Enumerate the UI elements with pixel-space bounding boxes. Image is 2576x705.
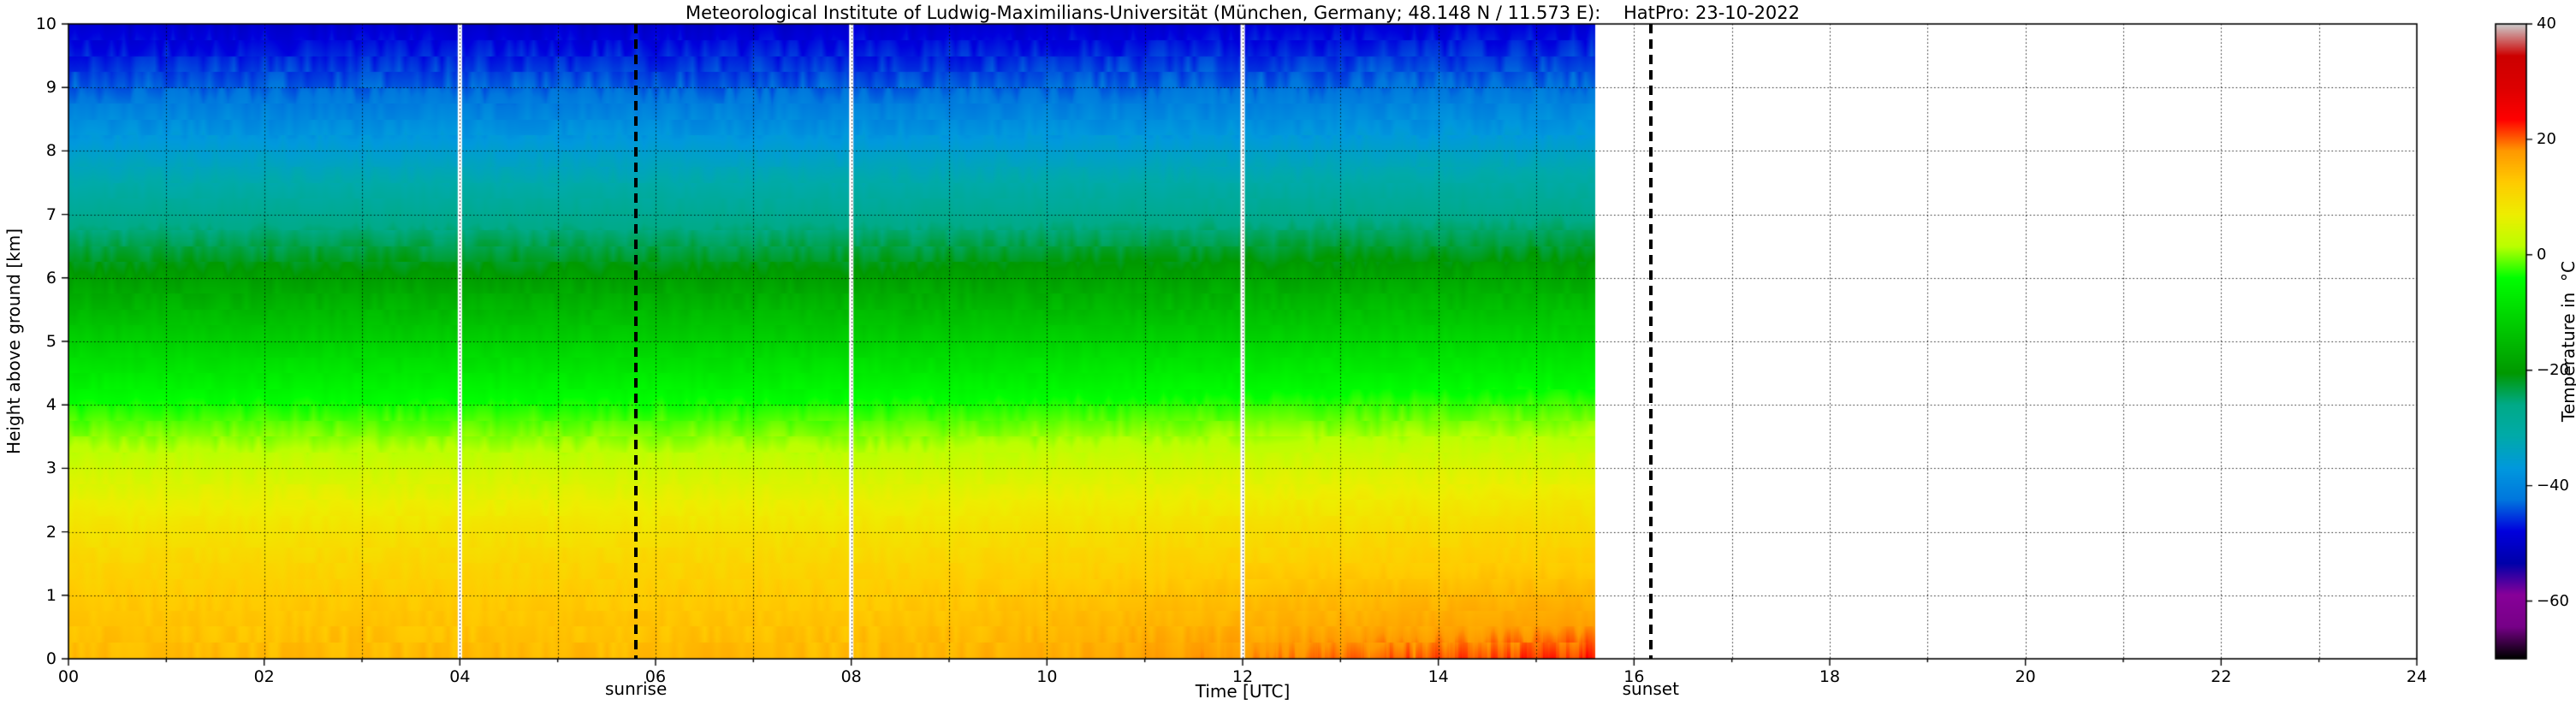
y-tick-label: 8	[45, 141, 56, 161]
y-tick-label: 5	[45, 332, 56, 351]
y-tick-label: 3	[45, 459, 56, 478]
sunrise-line	[634, 24, 638, 659]
x-tick-label: 14	[1427, 667, 1449, 686]
y-tick-label: 1	[45, 585, 56, 605]
y-tick-label: 6	[45, 268, 56, 287]
x-tick-label: 22	[2211, 667, 2232, 686]
colorbar-tick-label: 20	[2537, 129, 2556, 148]
y-tick-label: 4	[45, 395, 56, 415]
y-tick-label: 0	[45, 649, 56, 668]
x-tick-label: 20	[2015, 667, 2036, 686]
x-tick-label: 12	[1232, 667, 1254, 686]
colorbar-tick-label: −60	[2537, 591, 2569, 610]
x-tick-label: 04	[449, 667, 471, 686]
x-axis-label: Time [UTC]	[1195, 681, 1291, 702]
sunrise-label: sunrise	[604, 678, 668, 699]
y-tick-label: 2	[45, 522, 56, 542]
x-tick-label: 02	[253, 667, 275, 686]
colorbar-tick-label: 0	[2537, 245, 2547, 264]
y-axis-label: Height above ground [km]	[2, 24, 26, 659]
y-tick-label: 7	[45, 204, 56, 224]
x-tick-label: 10	[1036, 667, 1058, 686]
x-tick-label: 06	[644, 667, 667, 686]
x-tick-label: 00	[57, 667, 80, 686]
sunset-line	[1648, 24, 1653, 659]
colorbar-label-text: Temperature in °C	[2557, 261, 2576, 422]
x-tick-label: 16	[1623, 667, 1645, 686]
y-tick-label: 9	[45, 78, 56, 98]
x-tick-label: 08	[840, 667, 862, 686]
colorbar-tick-label: 40	[2537, 15, 2556, 33]
sunset-label: sunset	[1622, 678, 1679, 699]
x-tick-label: 24	[2406, 667, 2428, 686]
y-axis-label-text: Height above ground [km]	[3, 228, 24, 454]
colorbar-tick-label: −40	[2537, 476, 2569, 495]
colorbar-label: Temperature in °C	[2557, 24, 2576, 659]
y-tick-label: 10	[35, 15, 56, 33]
chart-title: Meteorological Institute of Ludwig-Maxim…	[685, 3, 1801, 23]
colorbar-tick-label: −20	[2537, 360, 2569, 379]
x-tick-label: 18	[1819, 667, 1841, 686]
